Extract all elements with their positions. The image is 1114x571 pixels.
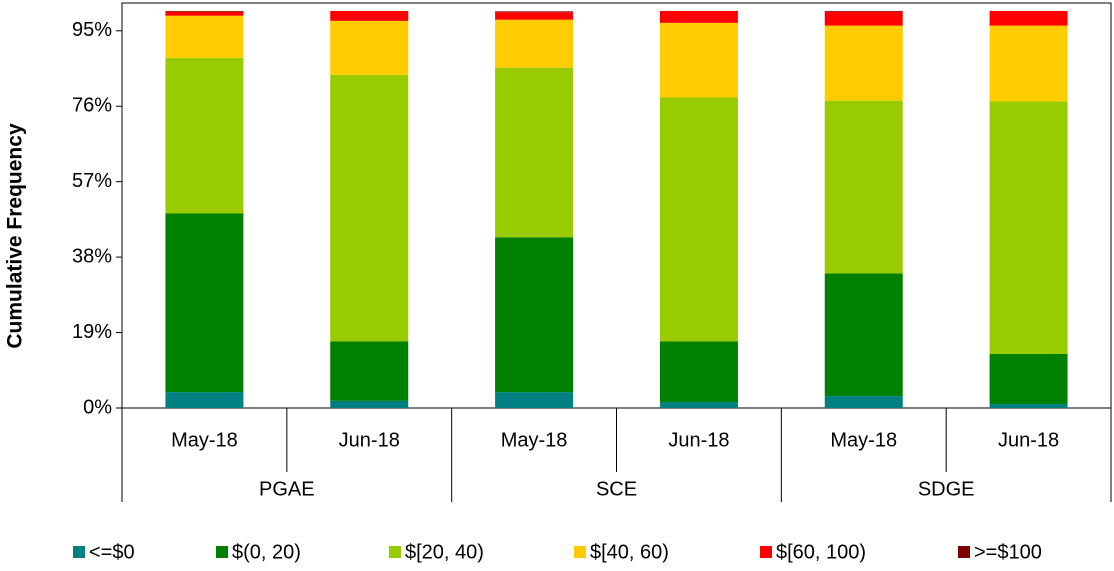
bar-segment (330, 341, 409, 401)
x-tick-label: Jun-18 (668, 429, 729, 451)
bar-segment (165, 392, 244, 408)
y-tick-label: 76% (72, 95, 112, 117)
legend-swatch (574, 546, 586, 558)
bar-segment (659, 10, 738, 23)
x-tick-label: Jun-18 (339, 429, 400, 451)
x-tick-label: May-18 (171, 429, 238, 451)
bar-segment (659, 22, 738, 98)
bar-segment (659, 341, 738, 403)
bar-segment (989, 10, 1068, 26)
group-label: PGAE (259, 478, 315, 500)
bar-segment (165, 15, 244, 58)
legend-label: $[40, 60) (590, 541, 669, 563)
y-tick-label: 19% (72, 321, 112, 343)
bar-segment (165, 213, 244, 393)
y-tick-label: 0% (83, 396, 112, 418)
bar-segment (824, 25, 903, 101)
bar-segment (495, 67, 574, 238)
bar-segment (824, 11, 903, 26)
y-axis-label: Cumulative Frequency (4, 123, 27, 349)
legend-swatch (216, 546, 228, 558)
legend-label: >=$100 (974, 541, 1042, 563)
legend-label: $[20, 40) (405, 541, 484, 563)
bar-segment (330, 74, 409, 342)
bar-segment (989, 25, 1068, 102)
x-tick-label: May-18 (830, 429, 897, 451)
x-tick-label: Jun-18 (998, 429, 1059, 451)
bar-segment (659, 97, 738, 342)
bar-segment (495, 19, 574, 68)
bar-segment (824, 396, 903, 408)
group-label: SDGE (918, 478, 975, 500)
bar-segment (495, 237, 574, 393)
legend-label: $[60, 100) (776, 541, 866, 563)
bar-segment (330, 10, 409, 21)
y-tick-label: 57% (72, 170, 112, 192)
bar-segment (330, 400, 409, 408)
bar-segment (824, 273, 903, 397)
legend-label: $(0, 20) (232, 541, 301, 563)
bar-segment (165, 10, 244, 12)
bar-segment (824, 10, 903, 12)
bar-segment (495, 12, 574, 20)
bar-segment (165, 57, 244, 214)
bar-segment (330, 20, 409, 75)
legend-swatch (958, 546, 970, 558)
bar-segment (989, 101, 1068, 355)
bar-segment (989, 354, 1068, 405)
bar-segment (165, 11, 244, 16)
bar-segment (989, 404, 1068, 408)
bar-segment (495, 11, 574, 13)
x-tick-label: May-18 (501, 429, 568, 451)
bar-segment (495, 392, 574, 408)
legend-swatch (73, 546, 85, 558)
bar-segment (824, 100, 903, 274)
y-tick-label: 95% (72, 19, 112, 41)
bar-segment (659, 402, 738, 408)
y-tick-label: 38% (72, 245, 112, 267)
legend-label: <=$0 (89, 541, 135, 563)
plot-area (121, 2, 1112, 409)
legend-swatch (389, 546, 401, 558)
legend-swatch (760, 546, 772, 558)
group-label: SCE (596, 478, 637, 500)
